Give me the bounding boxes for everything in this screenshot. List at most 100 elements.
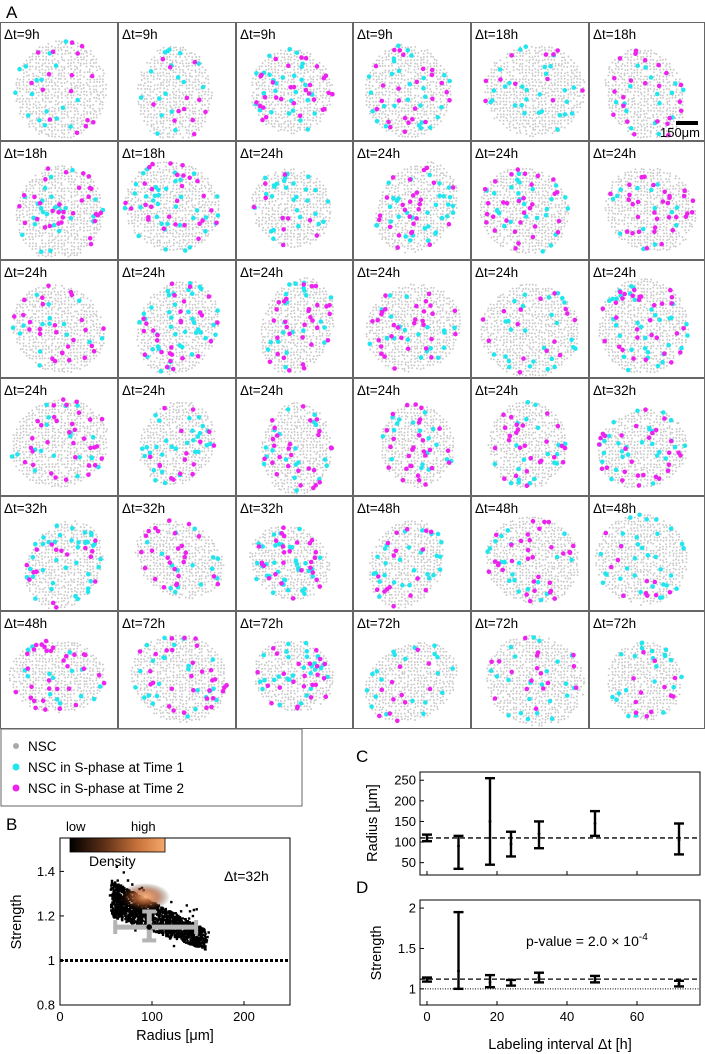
time1-cell xyxy=(532,476,537,482)
time2-cell xyxy=(524,592,529,597)
time2-cell xyxy=(423,299,429,304)
time2-cell xyxy=(580,88,585,93)
time2-cell xyxy=(280,242,286,248)
time1-cell xyxy=(173,178,178,184)
time1-cell xyxy=(499,533,504,539)
time2-cell xyxy=(552,339,557,344)
time2-cell xyxy=(415,473,421,479)
time2-cell xyxy=(616,344,622,350)
time2-cell xyxy=(493,179,498,184)
time2-cell xyxy=(416,478,422,483)
y-tick-label: 1.5 xyxy=(398,941,416,956)
time1-cell xyxy=(328,295,334,300)
time2-cell xyxy=(423,119,428,125)
time2-cell xyxy=(377,213,383,218)
time1-cell xyxy=(535,579,541,585)
panel-interval-label: Δt=72h xyxy=(122,616,165,631)
time2-cell xyxy=(34,547,40,552)
time2-cell xyxy=(89,186,94,192)
time2-cell xyxy=(407,199,413,204)
time1-cell xyxy=(75,544,81,550)
time1-cell xyxy=(439,104,444,110)
time2-cell xyxy=(485,200,491,206)
time1-cell xyxy=(52,539,58,545)
time2-cell xyxy=(407,177,413,182)
time2-cell xyxy=(417,201,423,207)
time1-cell xyxy=(516,477,522,483)
time2-cell xyxy=(420,318,426,324)
time1-cell xyxy=(663,456,668,461)
time2-cell xyxy=(182,457,188,462)
time2-cell xyxy=(391,436,397,442)
time1-cell xyxy=(186,309,191,315)
time2-cell xyxy=(34,216,40,222)
time2-cell xyxy=(281,560,286,565)
time1-cell xyxy=(437,193,442,198)
time1-cell xyxy=(635,542,641,547)
time1-cell xyxy=(260,686,265,692)
time1-cell xyxy=(370,109,376,114)
time2-cell xyxy=(662,684,667,690)
time2-cell xyxy=(50,600,56,606)
time2-cell xyxy=(311,467,317,473)
time1-cell xyxy=(91,696,97,702)
time2-cell xyxy=(200,218,205,223)
time2-cell xyxy=(278,96,284,102)
time1-cell xyxy=(679,541,685,547)
time2-cell xyxy=(155,332,160,338)
time1-cell xyxy=(191,320,197,326)
time2-cell xyxy=(534,666,540,671)
time1-cell xyxy=(624,566,630,571)
time1-cell xyxy=(50,675,56,681)
time2-cell xyxy=(314,325,320,331)
time2-cell xyxy=(374,106,380,112)
time1-cell xyxy=(203,335,208,341)
time1-cell xyxy=(516,589,522,594)
time2-cell xyxy=(197,221,202,226)
time1-cell xyxy=(44,422,49,428)
time2-cell xyxy=(444,89,450,95)
time2-cell xyxy=(160,56,166,62)
time1-cell xyxy=(200,84,206,90)
time1-cell xyxy=(439,540,444,545)
time1-cell xyxy=(54,557,59,563)
time2-cell xyxy=(57,202,62,207)
nsc-cells xyxy=(249,526,331,600)
time1-cell xyxy=(573,346,578,351)
time1-cell xyxy=(506,318,511,324)
time2-cell xyxy=(74,399,79,405)
tissue-panel-frame xyxy=(118,378,236,496)
time1-cell xyxy=(303,82,308,88)
time1-cell xyxy=(173,204,179,209)
time1-cell xyxy=(68,216,74,221)
time2-cell xyxy=(159,349,164,355)
time2-cell xyxy=(608,191,613,197)
time2-cell xyxy=(281,533,287,539)
time1-cell xyxy=(650,441,655,447)
time2-cell xyxy=(296,468,301,474)
time2-cell xyxy=(669,295,675,300)
time1-cell xyxy=(533,402,538,408)
time2-cell xyxy=(210,695,216,701)
time2-cell xyxy=(415,576,420,581)
time2-cell xyxy=(272,425,278,431)
time2-cell xyxy=(45,440,50,445)
time1-cell xyxy=(291,73,297,78)
time2-cell xyxy=(379,98,385,104)
time1-cell xyxy=(674,205,680,210)
legend-marker-time1 xyxy=(12,763,20,771)
time2-cell xyxy=(79,317,85,323)
time2-cell xyxy=(83,545,88,551)
time1-cell xyxy=(285,407,291,412)
time2-cell xyxy=(400,477,406,483)
time2-cell xyxy=(414,216,419,221)
time1-cell xyxy=(32,221,38,227)
time1-cell xyxy=(552,364,557,370)
time1-cell xyxy=(181,79,186,85)
time2-cell xyxy=(167,560,173,565)
time1-cell xyxy=(616,691,622,696)
time2-cell xyxy=(504,201,510,206)
time2-cell xyxy=(636,483,642,488)
nsc-cells xyxy=(368,520,444,609)
